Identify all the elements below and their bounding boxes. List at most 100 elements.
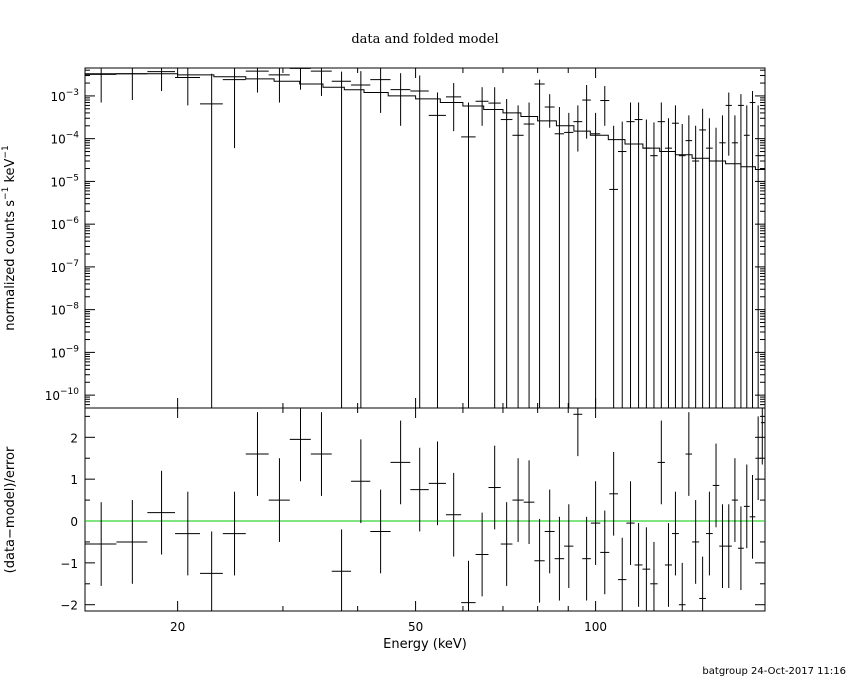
residual-point bbox=[85, 502, 117, 586]
residual-point bbox=[428, 441, 446, 526]
residual-point bbox=[289, 408, 311, 482]
data-point bbox=[749, 91, 756, 408]
residual-point bbox=[147, 470, 176, 555]
data-point bbox=[706, 118, 713, 408]
residual-point bbox=[699, 556, 707, 611]
data-point bbox=[410, 75, 429, 408]
ytick-label: 0 bbox=[70, 515, 78, 529]
bottom-panel-ytick-labels: −2 −1 0 1 2 bbox=[60, 431, 78, 612]
ytick-label: 10−9 bbox=[50, 344, 79, 360]
data-point bbox=[617, 121, 627, 408]
data-point bbox=[719, 115, 726, 408]
data-point bbox=[650, 122, 658, 408]
data-point bbox=[573, 105, 583, 152]
data-point bbox=[544, 94, 555, 128]
ytick-label: 10−5 bbox=[50, 173, 79, 189]
data-point bbox=[331, 71, 352, 408]
top-panel-ylabel: normalized counts s−1 keV−1 bbox=[1, 145, 18, 330]
residual-point bbox=[719, 504, 726, 588]
xtick-label: 20 bbox=[170, 620, 185, 634]
residual-point bbox=[544, 489, 555, 574]
residual-point bbox=[310, 412, 332, 496]
folded-model-step-line bbox=[85, 73, 765, 170]
bottom-panel-frame bbox=[84, 407, 766, 612]
model-step-path bbox=[85, 73, 765, 170]
xlabel: Energy (keV) bbox=[383, 637, 467, 652]
data-point bbox=[590, 112, 601, 408]
footer-stamp: batgroup 24-Oct-2017 11:16 bbox=[702, 666, 846, 677]
residual-point bbox=[488, 445, 501, 530]
residual-point bbox=[573, 408, 583, 457]
residual-point bbox=[582, 516, 591, 601]
data-point bbox=[657, 102, 665, 408]
data-point bbox=[685, 115, 693, 408]
residual-point bbox=[650, 541, 658, 611]
data-point bbox=[351, 71, 371, 408]
residual-point bbox=[554, 516, 565, 601]
residual-point bbox=[626, 481, 635, 565]
data-point bbox=[554, 107, 565, 408]
residual-point bbox=[390, 420, 411, 505]
residual-point bbox=[351, 439, 371, 524]
residual-point bbox=[268, 458, 290, 542]
data-point bbox=[147, 68, 176, 92]
residual-point bbox=[331, 529, 352, 611]
ytick-label: −1 bbox=[60, 557, 78, 571]
residual-point bbox=[743, 464, 750, 549]
residual-point bbox=[692, 500, 700, 584]
residual-point bbox=[731, 458, 738, 542]
ytick-label: 1 bbox=[70, 473, 78, 487]
data-point bbox=[200, 73, 223, 408]
data-point bbox=[564, 112, 574, 408]
residual-point bbox=[755, 416, 761, 501]
data-point bbox=[500, 98, 513, 408]
bottom-panel-xtick-labels: 20 50 100 bbox=[170, 620, 607, 634]
data-point bbox=[428, 92, 446, 408]
residual-point bbox=[564, 504, 574, 588]
data-point bbox=[755, 105, 761, 408]
data-point bbox=[582, 85, 591, 139]
chart-title: data and folded model bbox=[351, 32, 498, 47]
residual-point bbox=[749, 474, 756, 559]
data-point bbox=[310, 68, 332, 96]
data-point bbox=[245, 68, 269, 93]
data-point bbox=[534, 79, 545, 408]
top-panel-ytick-labels: 10−3 10−4 10−5 10−6 10−7 10−8 10−9 10−10 bbox=[45, 88, 80, 403]
data-point bbox=[664, 118, 672, 408]
data-point bbox=[743, 105, 750, 408]
residual-point bbox=[712, 443, 720, 528]
residual-point bbox=[222, 491, 246, 576]
top-panel-data-points bbox=[85, 67, 761, 408]
ytick-label: 10−6 bbox=[50, 216, 79, 232]
data-point bbox=[671, 105, 679, 408]
residual-point bbox=[760, 408, 765, 465]
residual-data-points bbox=[85, 408, 765, 611]
residual-point bbox=[590, 481, 601, 565]
data-point bbox=[600, 86, 610, 126]
data-point bbox=[175, 68, 201, 106]
data-point bbox=[512, 105, 524, 408]
data-point bbox=[268, 68, 290, 103]
residual-point bbox=[634, 523, 643, 607]
ytick-label: 10−3 bbox=[50, 88, 79, 104]
residual-point bbox=[370, 489, 391, 574]
residual-point bbox=[617, 537, 627, 611]
residual-point bbox=[600, 510, 610, 595]
residual-point bbox=[461, 560, 476, 611]
xtick-label: 100 bbox=[584, 620, 607, 634]
residual-point bbox=[475, 512, 489, 597]
data-point bbox=[692, 125, 700, 408]
ytick-label: 2 bbox=[70, 431, 78, 445]
data-point bbox=[523, 102, 535, 408]
residual-point bbox=[116, 500, 148, 584]
residual-point bbox=[706, 491, 713, 576]
residual-point bbox=[445, 472, 462, 557]
top-panel-ticks bbox=[85, 68, 765, 408]
residual-point bbox=[725, 504, 732, 588]
ytick-label: 10−7 bbox=[50, 259, 79, 275]
residual-point bbox=[534, 518, 545, 603]
residual-point bbox=[737, 506, 744, 591]
data-point bbox=[289, 67, 311, 90]
data-point bbox=[370, 68, 391, 113]
